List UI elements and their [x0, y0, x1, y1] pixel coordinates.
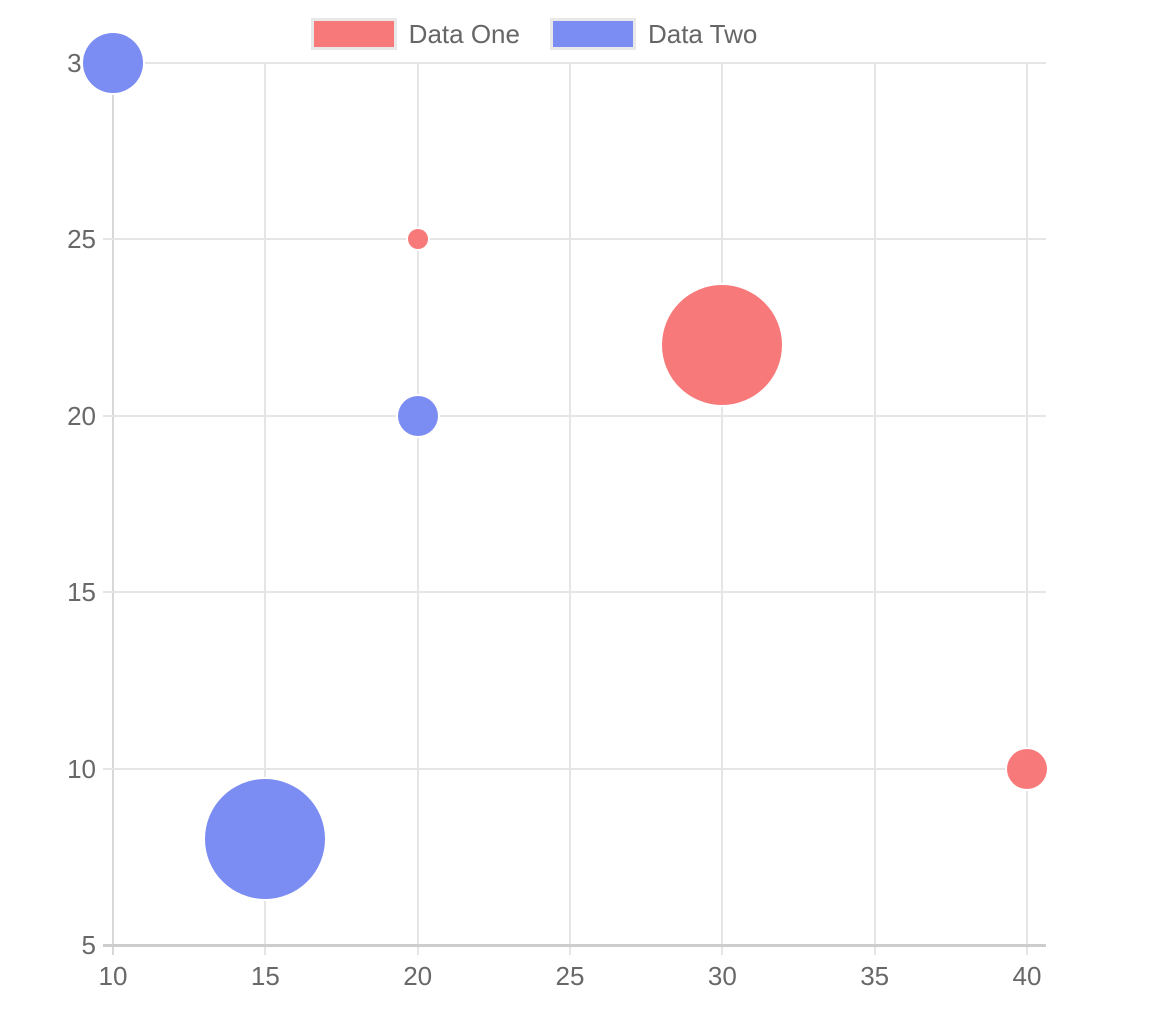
y-axis-line [112, 63, 114, 955]
gridline-x-30 [721, 63, 724, 955]
x-tick-label-10: 10 [98, 961, 128, 991]
gridline-y-10 [103, 767, 1046, 770]
gridline-y-30 [103, 62, 1046, 64]
x-tick-label-35: 35 [860, 961, 890, 991]
gridline-x-35 [873, 63, 876, 955]
x-tick-label-15: 15 [250, 961, 280, 991]
x-tick-label-40: 40 [1012, 961, 1042, 991]
legend-swatch-data-two [549, 18, 636, 50]
gridline-y-15 [103, 591, 1046, 594]
x-axis-line [103, 944, 1046, 947]
gridline-x-20 [416, 63, 419, 955]
y-tick-label-25: 25 [67, 224, 96, 255]
x-tick-label-30: 30 [707, 961, 737, 991]
legend-item-data-one[interactable]: Data One [310, 18, 520, 50]
legend-label-data-two: Data Two [647, 19, 758, 49]
y-tick-label-5: 5 [81, 930, 96, 960]
gridline-y-20 [103, 414, 1046, 417]
gridline-y-25 [103, 238, 1046, 241]
legend-label-data-one: Data One [408, 19, 520, 49]
x-tick-label-20: 20 [403, 961, 433, 991]
bubble-data-one-x30-y22[interactable] [662, 285, 783, 406]
y-tick-label-10: 10 [67, 753, 96, 784]
x-tick-label-25: 25 [555, 961, 585, 991]
y-tick-label-15: 15 [67, 577, 96, 608]
y-tick-label-20: 20 [67, 400, 96, 431]
bubble-data-two-x10-y30[interactable] [83, 33, 143, 93]
gridline-x-40 [1026, 63, 1028, 955]
bubble-data-one-x40-y10[interactable] [1007, 748, 1047, 789]
legend-swatch-data-one [310, 18, 397, 50]
bubble-data-two-x20-y20[interactable] [397, 395, 438, 436]
chart-legend: Data One Data Two [0, 18, 1068, 50]
legend-item-data-two[interactable]: Data Two [549, 18, 758, 50]
gridline-x-25 [569, 63, 571, 955]
bubble-data-one-x20-y25[interactable] [407, 229, 428, 250]
bubble-data-two-x15-y8[interactable] [205, 779, 326, 900]
gridline-x-15 [264, 63, 267, 955]
